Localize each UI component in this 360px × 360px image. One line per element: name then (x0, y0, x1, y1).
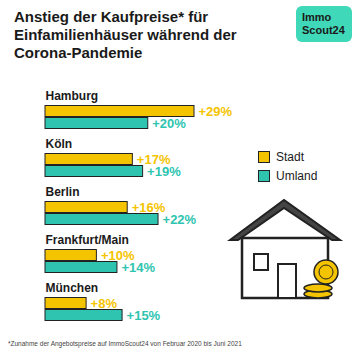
html-text:Scout24: Scout24 (302, 24, 345, 36)
svg-text:+17%: +17% (136, 151, 171, 167)
svg-text:+15%: +15% (127, 308, 161, 323)
svg-text:+10%: +10% (100, 247, 135, 263)
svg-text:+29%: +29% (199, 104, 233, 119)
svg-text:+16%: +16% (132, 200, 166, 215)
svg-text:+8%: +8% (91, 296, 118, 311)
svg-text:+20%: +20% (152, 116, 186, 131)
svg-text:Hamburg: Hamburg (46, 89, 99, 103)
html-text:Umland: Umland (276, 169, 318, 183)
svg-text:München: München (46, 281, 99, 295)
html-text:*Zunahme der Angebotspreise au: *Zunahme der Angebotspreise auf ImmoScou… (8, 340, 242, 347)
svg-text:Frankfurt/Main: Frankfurt/Main (46, 233, 129, 247)
svg-text:+22%: +22% (163, 212, 197, 227)
html-text:Stadt: Stadt (276, 150, 304, 164)
svg-text:+19%: +19% (147, 164, 181, 179)
svg-text:+14%: +14% (121, 260, 155, 275)
svg-text:Köln: Köln (46, 137, 73, 151)
html-text:Anstieg der Kaufpreise* für Ei: Anstieg der Kaufpreise* für Einfamilienh… (14, 8, 237, 61)
svg-text:Berlin: Berlin (46, 185, 80, 199)
html-text:Immo: Immo (302, 11, 332, 23)
